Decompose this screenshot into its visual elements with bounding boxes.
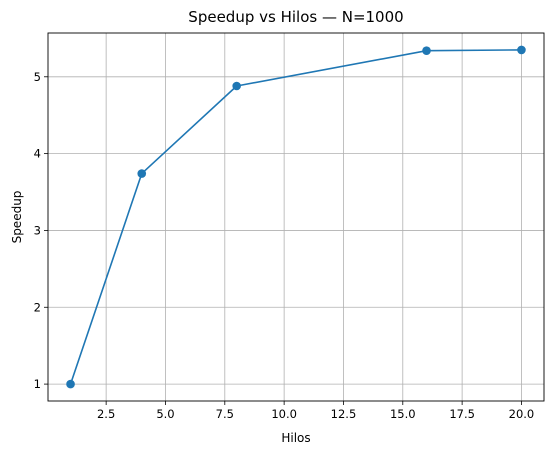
y-axis-label: Speedup bbox=[10, 191, 24, 244]
data-point bbox=[422, 46, 431, 55]
plot-frame bbox=[47, 32, 545, 402]
y-tick-label: 1 bbox=[34, 377, 41, 391]
y-tick-label: 4 bbox=[34, 147, 41, 161]
y-axis-ticks: 1 2 3 4 5 bbox=[34, 70, 48, 391]
x-tick-label: 7.5 bbox=[216, 407, 234, 421]
x-tick-label: 15.0 bbox=[390, 407, 416, 421]
x-tick-label: 10.0 bbox=[271, 407, 297, 421]
x-tick-label: 5.0 bbox=[156, 407, 174, 421]
y-tick-label: 5 bbox=[34, 70, 41, 84]
chart-title: Speedup vs Hilos — N=1000 bbox=[188, 8, 403, 26]
y-tick-label: 3 bbox=[34, 223, 41, 237]
series-layer bbox=[66, 45, 526, 389]
x-axis-ticks: 2.5 5.0 7.5 10.0 12.5 15.0 17.5 20.0 bbox=[97, 401, 534, 421]
x-tick-label: 17.5 bbox=[449, 407, 475, 421]
data-point bbox=[232, 81, 241, 91]
data-point bbox=[137, 169, 147, 178]
x-tick-label: 12.5 bbox=[331, 407, 357, 421]
y-tick-label: 2 bbox=[34, 300, 41, 314]
x-tick-label: 20.0 bbox=[509, 407, 535, 421]
data-point bbox=[517, 45, 526, 55]
series-line bbox=[69, 49, 522, 385]
data-point bbox=[66, 379, 75, 389]
x-axis-label: Hilos bbox=[281, 431, 310, 445]
x-tick-label: 2.5 bbox=[97, 407, 115, 421]
grid bbox=[48, 33, 544, 401]
